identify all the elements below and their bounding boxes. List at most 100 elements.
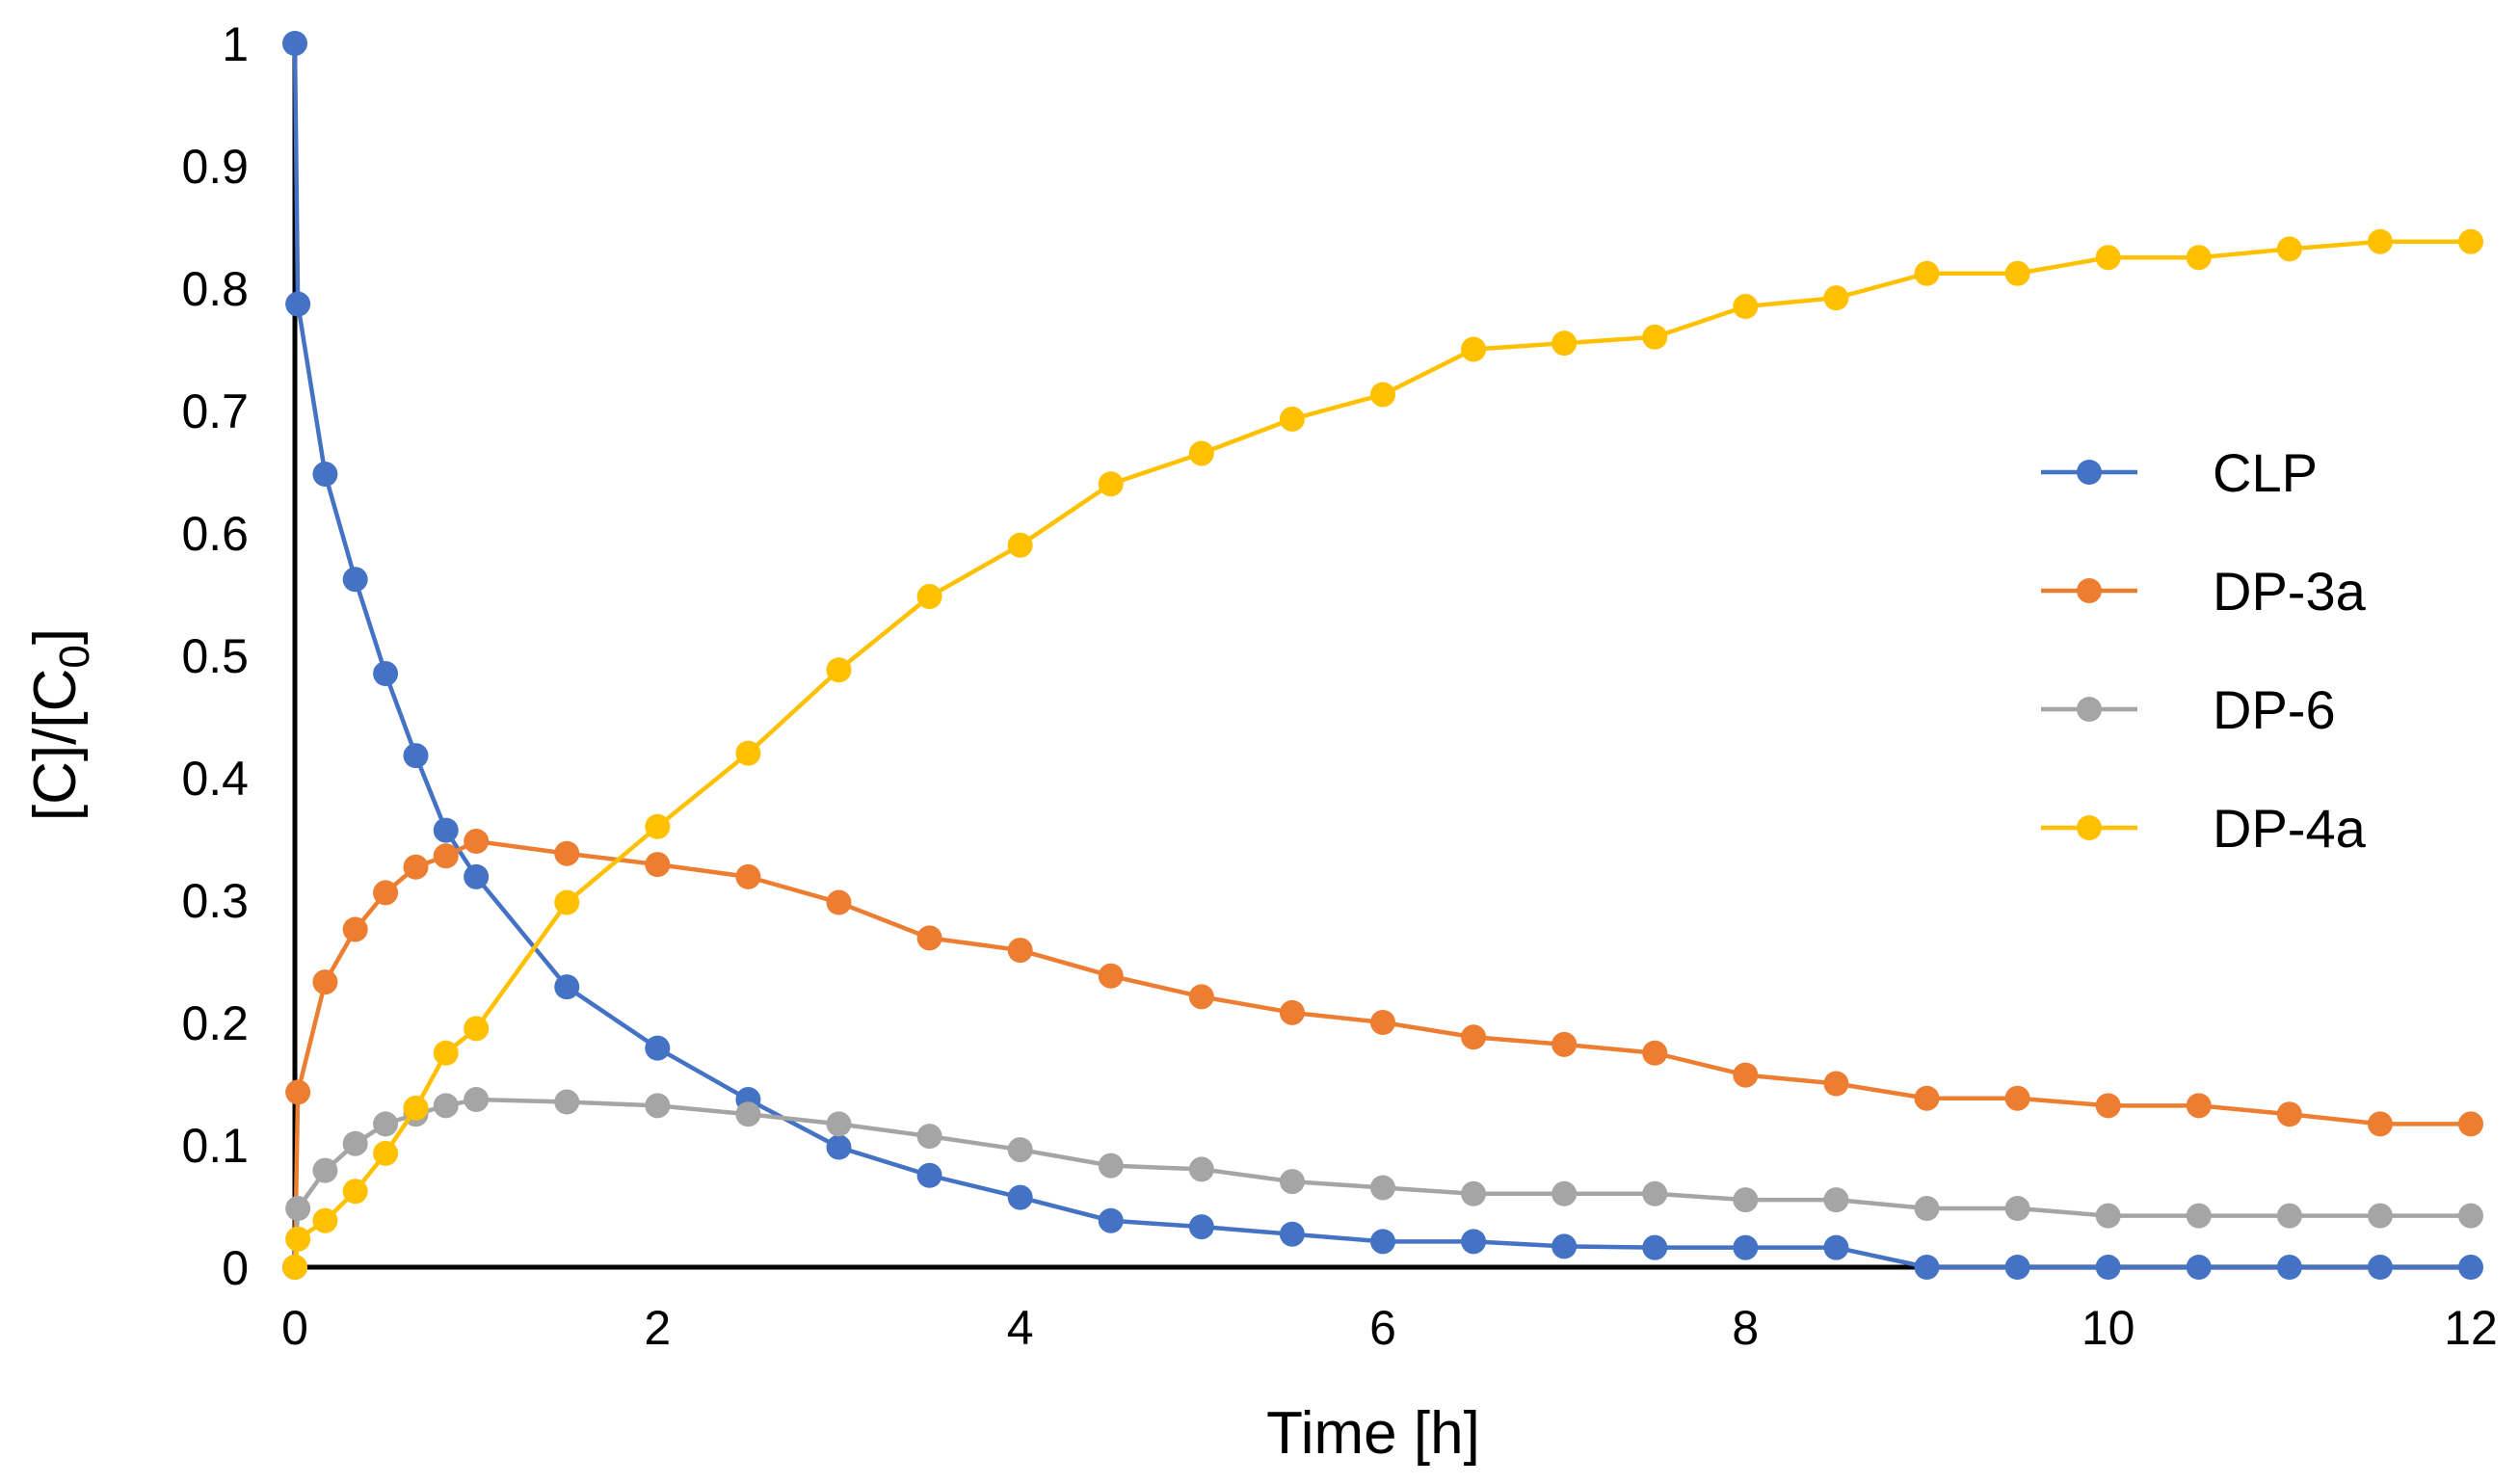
data-point-dp-6 (645, 1093, 671, 1119)
legend-marker (2077, 578, 2102, 603)
x-tick-label: 12 (2444, 1301, 2498, 1355)
data-point-dp-4a (2458, 228, 2483, 254)
data-point-clp (1188, 1214, 1214, 1240)
data-point-dp-6 (342, 1130, 368, 1156)
y-tick-label: 0.1 (181, 1119, 249, 1173)
y-tick-label: 0.2 (181, 996, 249, 1050)
series-line-clp (292, 42, 2471, 1270)
data-point-dp-6 (312, 1157, 338, 1183)
data-point-dp-6 (2276, 1203, 2302, 1229)
y-tick-label: 1 (222, 17, 249, 71)
data-point-clp (2095, 1255, 2121, 1280)
data-point-clp (2186, 1255, 2212, 1280)
data-point-dp-4a (282, 1255, 307, 1280)
data-point-dp-3a (826, 889, 852, 915)
data-point-dp-4a (1733, 294, 1759, 320)
data-point-clp (1733, 1234, 1759, 1260)
data-point-dp-6 (1188, 1156, 1214, 1182)
data-point-dp-6 (2095, 1203, 2121, 1229)
data-point-dp-3a (2276, 1101, 2302, 1127)
data-point-dp-3a (645, 852, 671, 878)
x-tick-label: 0 (281, 1301, 308, 1355)
data-point-dp-4a (2004, 260, 2030, 286)
data-point-dp-4a (1823, 285, 1849, 311)
data-point-dp-3a (1007, 938, 1033, 964)
data-point-dp-3a (1914, 1085, 1940, 1111)
data-point-clp (2276, 1255, 2302, 1280)
series-line-dp-3a (292, 838, 2471, 1268)
legend-label: DP-4a (2213, 798, 2367, 859)
data-point-dp-6 (2367, 1203, 2393, 1229)
legend-label: DP-3a (2213, 561, 2367, 622)
data-point-dp-4a (1370, 382, 1395, 408)
data-point-dp-6 (1279, 1169, 1305, 1195)
data-point-dp-6 (1370, 1175, 1395, 1201)
data-point-dp-4a (1461, 336, 1487, 362)
y-axis-ticks: 0 0.1 0.2 0.3 0.4 0.5 0.6 0.7 0.8 0.9 1 (181, 17, 249, 1295)
y-axis-title-close: ] (22, 628, 89, 645)
x-tick-label: 6 (1369, 1301, 1396, 1355)
data-point-clp (1461, 1229, 1487, 1255)
data-point-clp (645, 1035, 671, 1061)
data-point-dp-6 (2458, 1203, 2483, 1229)
y-tick-label: 0.5 (181, 629, 249, 683)
data-point-dp-4a (1914, 260, 1940, 286)
data-point-dp-3a (464, 829, 490, 855)
y-tick-label: 0.4 (181, 752, 249, 806)
data-point-clp (916, 1162, 942, 1188)
legend-item-clp: CLP (2041, 442, 2318, 503)
data-point-dp-3a (916, 925, 942, 951)
data-point-dp-3a (403, 854, 429, 880)
data-point-dp-4a (2367, 228, 2393, 254)
data-point-clp (312, 462, 338, 488)
data-point-dp-4a (1007, 532, 1033, 558)
data-point-dp-6 (1007, 1137, 1033, 1163)
data-point-dp-4a (826, 657, 852, 683)
axes (292, 43, 2471, 1270)
data-point-dp-3a (373, 880, 399, 906)
data-point-clp (403, 743, 429, 769)
data-point-clp (1370, 1229, 1395, 1255)
data-point-dp-3a (2095, 1093, 2121, 1119)
data-point-clp (342, 567, 368, 593)
data-point-dp-4a (916, 584, 942, 610)
y-tick-label: 0.6 (181, 507, 249, 561)
data-point-clp (1279, 1221, 1305, 1247)
data-point-dp-4a (554, 889, 580, 915)
series-dp-4a (282, 228, 2483, 1280)
data-point-dp-4a (312, 1207, 338, 1233)
data-point-dp-6 (1733, 1187, 1759, 1213)
data-point-dp-4a (645, 813, 671, 839)
data-point-dp-3a (1642, 1040, 1668, 1066)
data-point-dp-6 (1914, 1196, 1940, 1222)
y-tick-label: 0.8 (181, 262, 249, 316)
y-axis-title: [C]/[C0] (22, 628, 98, 821)
data-point-dp-3a (2186, 1093, 2212, 1119)
data-point-dp-6 (1461, 1180, 1487, 1206)
data-point-dp-3a (433, 843, 459, 869)
data-point-dp-4a (1551, 331, 1578, 357)
data-point-dp-3a (1733, 1062, 1759, 1088)
data-point-dp-6 (1823, 1187, 1849, 1213)
data-point-dp-6 (826, 1111, 852, 1137)
data-point-dp-3a (2004, 1085, 2030, 1111)
data-point-dp-6 (464, 1087, 490, 1113)
data-point-clp (373, 661, 399, 687)
data-point-dp-6 (735, 1101, 761, 1127)
data-point-clp (285, 291, 311, 317)
data-point-clp (2458, 1255, 2483, 1280)
data-point-dp-3a (1279, 999, 1305, 1025)
data-point-dp-3a (1461, 1024, 1487, 1050)
data-point-dp-3a (1370, 1010, 1395, 1035)
data-point-dp-3a (2367, 1111, 2393, 1137)
legend-label: DP-6 (2213, 679, 2336, 740)
data-point-dp-6 (2186, 1203, 2212, 1229)
data-point-dp-6 (373, 1111, 399, 1137)
data-point-clp (1823, 1234, 1849, 1260)
y-tick-label: 0.7 (181, 384, 249, 438)
data-point-dp-6 (1098, 1153, 1124, 1179)
data-point-dp-4a (342, 1179, 368, 1205)
data-point-dp-4a (1188, 440, 1214, 466)
x-tick-label: 8 (1732, 1301, 1759, 1355)
